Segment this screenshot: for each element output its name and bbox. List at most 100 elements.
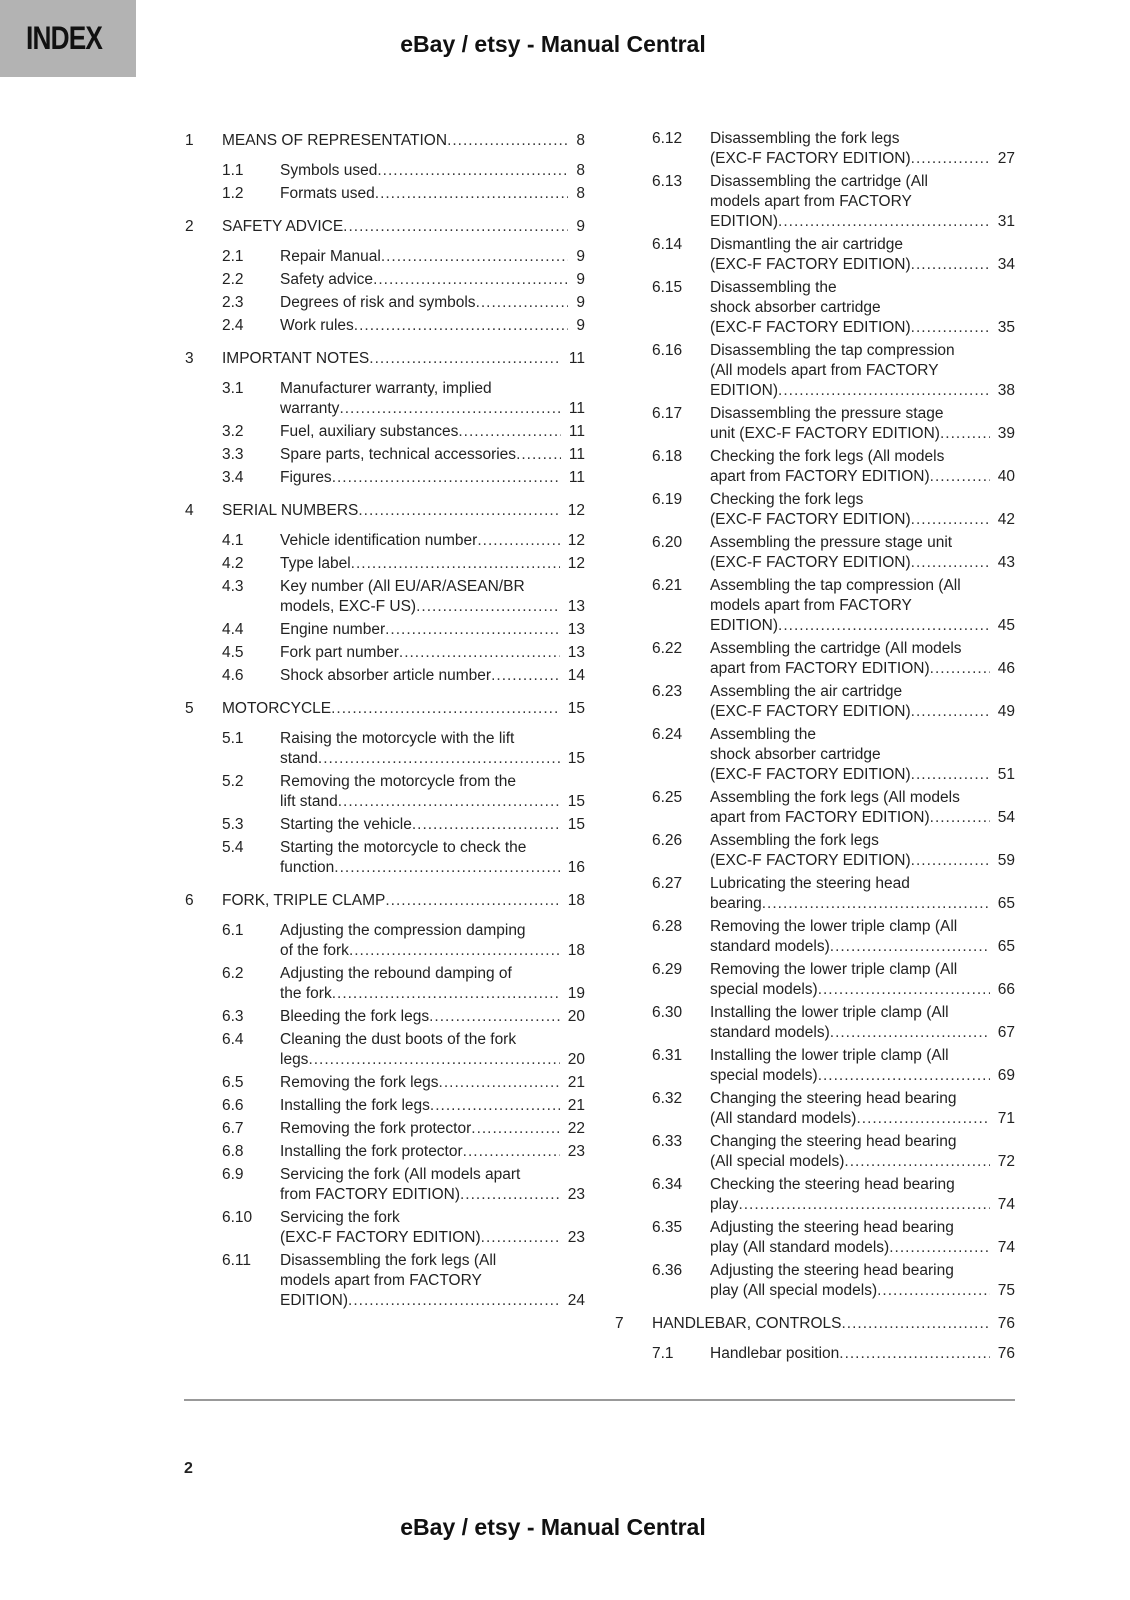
toc-entry[interactable]: 4.1 Vehicle identification number 12 [185, 531, 585, 551]
toc-entry[interactable]: 6.26 Assembling the fork legs (EXC-F FACTO… [615, 831, 1015, 871]
toc-entry[interactable]: 6.16 Disassembling the tap compression (Al… [615, 341, 1015, 401]
toc-entry[interactable]: 4.4 Engine number 13 [185, 620, 585, 640]
toc-entry-number: 6.8 [222, 1143, 244, 1160]
toc-entry-title: EDITION) [710, 617, 779, 634]
toc-entry[interactable]: 5.2 Removing the motorcycle from the lift … [185, 772, 585, 812]
toc-entry-title: IMPORTANT NOTES [222, 350, 370, 367]
toc-entry-title: Removing the lower triple clamp (All [710, 918, 958, 935]
toc-entry[interactable]: 1 MEANS OF REPRESENTATION 8 [185, 131, 585, 151]
toc-entry[interactable]: 1.2 Formats used 8 [185, 184, 585, 204]
toc-entry[interactable]: 6.7 Removing the fork protector 22 [185, 1119, 585, 1139]
toc-entry[interactable]: 6.17 Disassembling the pressure stage unit… [615, 404, 1015, 444]
toc-entry-text: Handlebar position 76 [710, 1344, 1015, 1364]
toc-entry[interactable]: 6.20 Assembling the pressure stage unit (E… [615, 533, 1015, 573]
toc-entry[interactable]: 6.18 Checking the fork legs (All models ap… [615, 447, 1015, 487]
toc-entry[interactable]: 4 SERIAL NUMBERS 12 [185, 501, 585, 521]
toc-entry-text: Assembling the fork legs [710, 831, 1015, 851]
toc-entry[interactable]: 6.32 Changing the steering head bearing (A… [615, 1089, 1015, 1129]
toc-entry-line: warranty 11 [185, 399, 585, 419]
toc-entry-page: 65 [997, 895, 1015, 912]
toc-entry[interactable]: 6.36 Adjusting the steering head bearing p… [615, 1261, 1015, 1301]
toc-entry[interactable]: 6.3 Bleeding the fork legs 20 [185, 1007, 585, 1027]
toc-entry[interactable]: 6.34 Checking the steering head bearing pl… [615, 1175, 1015, 1215]
toc-entry[interactable]: 6.27 Lubricating the steering head bearing… [615, 874, 1015, 914]
toc-entry[interactable]: 6.21 Assembling the tap compression (All m… [615, 576, 1015, 636]
toc-entry[interactable]: 6.31 Installing the lower triple clamp (A… [615, 1046, 1015, 1086]
toc-entry[interactable]: 6.1 Adjusting the compression damping of t… [185, 921, 585, 961]
toc-entry[interactable]: 6.12 Disassembling the fork legs (EXC-F FA… [615, 129, 1015, 169]
toc-entry[interactable]: 6.5 Removing the fork legs 21 [185, 1073, 585, 1093]
dot-leader [830, 1023, 990, 1043]
toc-entry[interactable]: 6.23 Assembling the air cartridge (EXC-F F… [615, 682, 1015, 722]
toc-entry[interactable]: 7 HANDLEBAR, CONTROLS 76 [615, 1314, 1015, 1334]
toc-entry-title: apart from FACTORY EDITION) [710, 660, 930, 677]
toc-entry[interactable]: 3.3 Spare parts, technical accessories 11 [185, 445, 585, 465]
toc-entry-title: Disassembling the cartridge (All [710, 173, 928, 190]
toc-entry[interactable]: 5 MOTORCYCLE 15 [185, 699, 585, 719]
toc-entry-text: Lubricating the steering head [710, 874, 1015, 894]
toc-entry-page: 16 [567, 859, 585, 876]
toc-entry-page: 67 [997, 1024, 1015, 1041]
toc-entry[interactable]: 6.8 Installing the fork protector 23 [185, 1142, 585, 1162]
toc-entry[interactable]: 4.6 Shock absorber article number 14 [185, 666, 585, 686]
toc-entry[interactable]: 3.4 Figures 11 [185, 468, 585, 488]
toc-entry[interactable]: 6.29 Removing the lower triple clamp (All… [615, 960, 1015, 1000]
toc-entry[interactable]: 2.1 Repair Manual 9 [185, 247, 585, 267]
toc-entry-title: special models) [710, 981, 818, 998]
toc-entry-title: Vehicle identification number [280, 532, 478, 549]
toc-entry[interactable]: 6.10 Servicing the fork (EXC-F FACTORY EDI… [185, 1208, 585, 1248]
toc-entry[interactable]: 6 FORK, TRIPLE CLAMP 18 [185, 891, 585, 911]
toc-entry-text: Assembling the [710, 725, 1015, 745]
toc-entry[interactable]: 2.3 Degrees of risk and symbols 9 [185, 293, 585, 313]
toc-entry[interactable]: 6.4 Cleaning the dust boots of the fork le… [185, 1030, 585, 1070]
toc-entry[interactable]: 2.2 Safety advice 9 [185, 270, 585, 290]
toc-entry[interactable]: 6.2 Adjusting the rebound damping of the f… [185, 964, 585, 1004]
toc-entry[interactable]: 6.33 Changing the steering head bearing (A… [615, 1132, 1015, 1172]
toc-entry-text: (EXC-F FACTORY EDITION) 35 [710, 318, 1015, 338]
toc-entry-text: (EXC-F FACTORY EDITION) 27 [710, 149, 1015, 169]
toc-entry[interactable]: 3 IMPORTANT NOTES 11 [185, 349, 585, 369]
toc-entry[interactable]: 6.22 Assembling the cartridge (All models… [615, 639, 1015, 679]
toc-entry-number: 5 [185, 700, 194, 717]
toc-entry-page: 8 [576, 132, 585, 149]
dot-leader [491, 666, 560, 686]
toc-entry[interactable]: 6.28 Removing the lower triple clamp (All… [615, 917, 1015, 957]
toc-entry[interactable]: 7.1 Handlebar position 76 [615, 1344, 1015, 1364]
toc-entry[interactable]: 6.19 Checking the fork legs (EXC-F FACTORY… [615, 490, 1015, 530]
toc-entry[interactable]: 5.3 Starting the vehicle 15 [185, 815, 585, 835]
toc-entry-page: 14 [567, 667, 585, 684]
toc-entry-title: Fork part number [280, 644, 399, 661]
toc-entry-number: 6.27 [652, 875, 683, 892]
toc-entry[interactable]: 2.4 Work rules 9 [185, 316, 585, 336]
toc-entry[interactable]: 3.1 Manufacturer warranty, implied warrant… [185, 379, 585, 419]
toc-entry-page: 54 [997, 809, 1015, 826]
toc-entry[interactable]: 6.9 Servicing the fork (All models apart f… [185, 1165, 585, 1205]
toc-entry[interactable]: 5.4 Starting the motorcycle to check the f… [185, 838, 585, 878]
toc-entry[interactable]: 6.14 Dismantling the air cartridge (EXC-F … [615, 235, 1015, 275]
toc-entry[interactable]: 6.24 Assembling the shock absorber cartrid… [615, 725, 1015, 785]
toc-entry-page: 75 [997, 1282, 1015, 1299]
toc-entry[interactable]: 6.35 Adjusting the steering head bearing p… [615, 1218, 1015, 1258]
toc-entry[interactable]: 3.2 Fuel, auxiliary substances 11 [185, 422, 585, 442]
toc-entry[interactable]: 2 SAFETY ADVICE 9 [185, 217, 585, 237]
toc-entry[interactable]: 4.5 Fork part number 13 [185, 643, 585, 663]
toc-entry[interactable]: 6.25 Assembling the fork legs (All models… [615, 788, 1015, 828]
toc-entry[interactable]: 1.1 Symbols used 8 [185, 161, 585, 181]
toc-entry-title: Dismantling the air cartridge [710, 236, 903, 253]
dot-leader [375, 184, 569, 204]
toc-entry[interactable]: 5.1 Raising the motorcycle with the lift s… [185, 729, 585, 769]
toc-entry[interactable]: 6.11 Disassembling the fork legs (All mode… [185, 1251, 585, 1311]
toc-entry[interactable]: 6.30 Installing the lower triple clamp (A… [615, 1003, 1015, 1043]
toc-entry[interactable]: 6.13 Disassembling the cartridge (All mode… [615, 172, 1015, 232]
toc-entry-title: Assembling the cartridge (All models [710, 640, 962, 657]
toc-entry-page: 23 [567, 1186, 585, 1203]
toc-entry-number: 6.21 [652, 577, 683, 594]
toc-entry-text: Assembling the cartridge (All models [710, 639, 1015, 659]
toc-entry[interactable]: 4.2 Type label 12 [185, 554, 585, 574]
toc-entry-number: 6.10 [222, 1209, 253, 1226]
toc-entry[interactable]: 6.15 Disassembling the shock absorber cart… [615, 278, 1015, 338]
toc-entry-line: 5.2 Removing the motorcycle from the [185, 772, 585, 792]
toc-entry[interactable]: 6.6 Installing the fork legs 21 [185, 1096, 585, 1116]
toc-entry[interactable]: 4.3 Key number (All EU/AR/ASEAN/BR models,… [185, 577, 585, 617]
toc-entry-line: EDITION) 31 [615, 212, 1015, 232]
